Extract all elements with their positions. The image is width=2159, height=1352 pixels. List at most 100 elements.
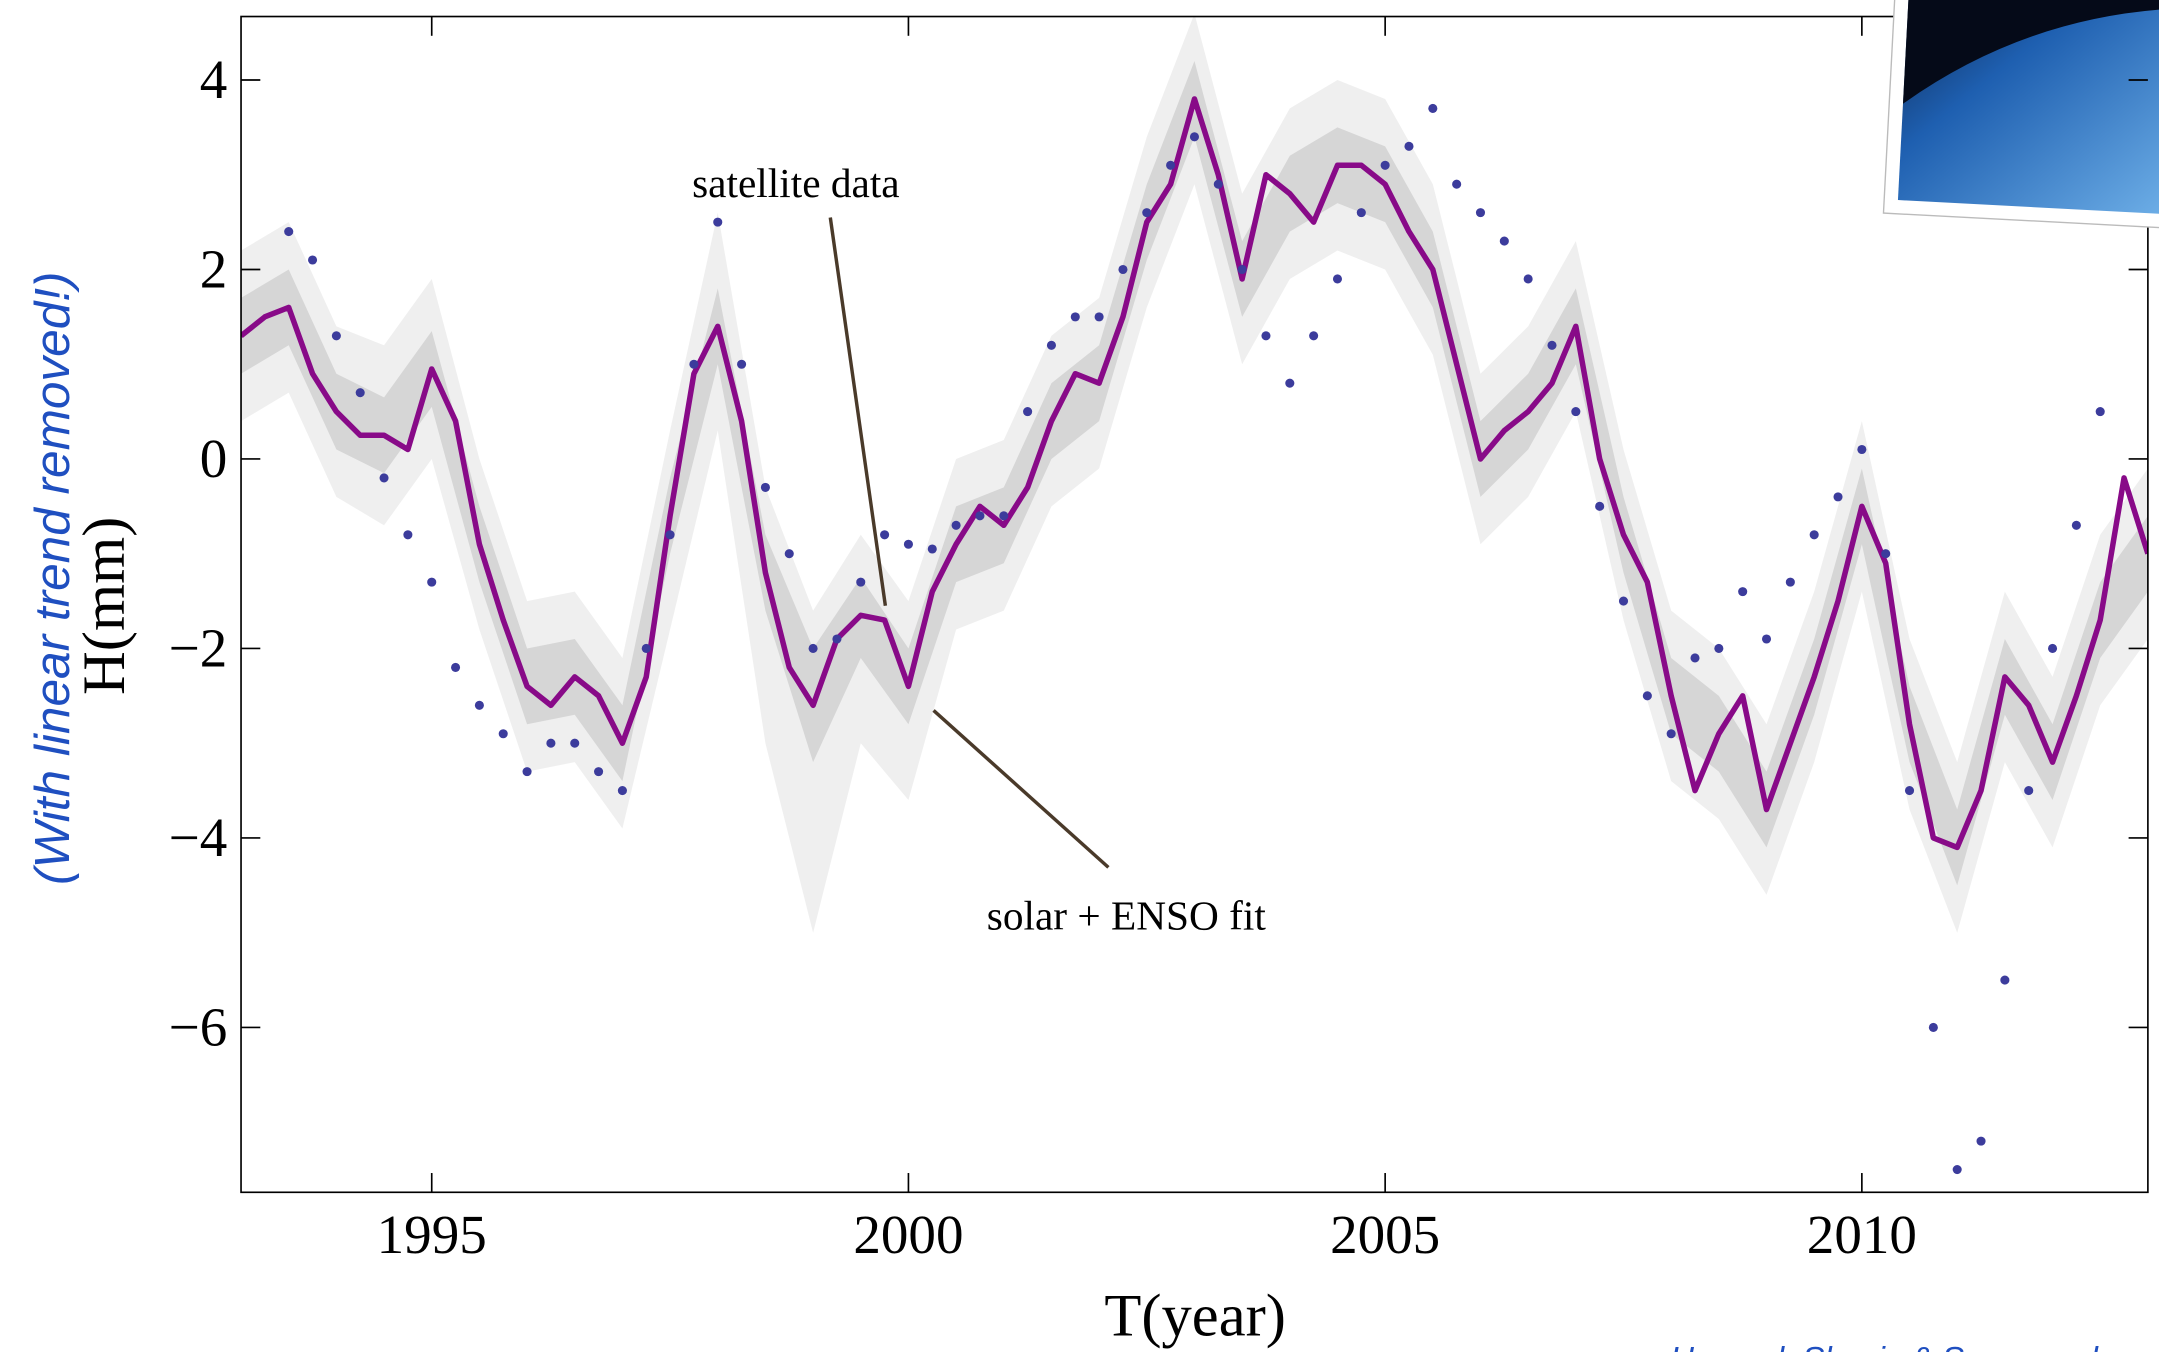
data-point: [665, 530, 675, 540]
data-point: [784, 549, 794, 559]
data-point: [1952, 1165, 1962, 1175]
y-axis-label: H(mm): [71, 517, 138, 695]
data-point: [713, 217, 723, 227]
data-point: [903, 539, 913, 549]
data-point: [975, 511, 985, 521]
y-tick-label: −2: [169, 617, 228, 678]
y-tick-label: 0: [200, 428, 228, 489]
side-note: (With linear trend removed!): [24, 271, 80, 885]
data-point: [284, 227, 294, 237]
data-point: [546, 738, 556, 748]
data-point: [1690, 653, 1700, 663]
data-point: [641, 643, 651, 654]
data-point: [594, 767, 604, 777]
x-tick-label: 1995: [377, 1204, 487, 1265]
photo-space: [1902, 0, 2159, 104]
x-tick-label: 2000: [853, 1204, 963, 1265]
data-point: [451, 662, 461, 672]
data-point: [1571, 407, 1581, 417]
y-tick-label: −4: [169, 807, 228, 868]
data-point: [1904, 786, 1915, 796]
data-point: [1523, 274, 1533, 284]
data-point: [1142, 208, 1152, 218]
data-point: [880, 530, 890, 540]
data-point: [1475, 208, 1486, 218]
data-point: [808, 643, 818, 654]
data-point: [498, 729, 508, 739]
band-inner: [241, 61, 2148, 886]
data-point: [355, 388, 365, 398]
data-point: [1189, 132, 1200, 142]
annotation-leader: [828, 217, 888, 607]
data-point: [1928, 1022, 1938, 1032]
data-point: [331, 331, 341, 341]
y-tick-label: 4: [200, 49, 228, 110]
data-point: [2071, 520, 2081, 530]
data-point: [1309, 331, 1319, 341]
data-point: [308, 255, 318, 265]
data-point: [570, 738, 580, 748]
data-point: [1785, 577, 1795, 587]
data-point: [999, 511, 1009, 521]
data-point: [1976, 1136, 1986, 1146]
data-point: [1642, 691, 1652, 701]
x-tick-label: 2010: [1807, 1204, 1917, 1265]
data-point: [1356, 208, 1366, 218]
data-point: [1595, 501, 1605, 511]
data-point: [2095, 407, 2105, 417]
annotation: solar + ENSO fit: [987, 892, 1267, 938]
data-point: [1332, 274, 1343, 284]
data-point: [427, 577, 437, 587]
data-point: [951, 520, 961, 530]
data-point: [737, 359, 747, 369]
annotation-leader: [932, 709, 1110, 869]
data-point: [1738, 587, 1748, 597]
axes: 1995 2000 2005 2010 −6 −4 −2 0 2 4: [169, 16, 2148, 1265]
x-tick-label: 2005: [1330, 1204, 1440, 1265]
plot-frame: [240, 15, 2149, 1194]
data-point: [522, 767, 532, 777]
data-point: [1166, 160, 1176, 170]
fit-line: [241, 96, 2148, 851]
data-point: [1666, 729, 1676, 739]
data-point: [1261, 331, 1271, 341]
data-point: [856, 577, 866, 587]
data-point: [1452, 179, 1462, 189]
data-point: [1070, 312, 1080, 322]
data-point: [1237, 264, 1247, 275]
data-point: [1404, 141, 1414, 151]
data-point: [832, 634, 842, 644]
y-tick-label: −6: [169, 996, 228, 1057]
data-point: [1285, 378, 1295, 388]
data-point: [474, 700, 484, 710]
photo: [1882, 0, 2159, 230]
data-point: [2047, 643, 2058, 654]
data-point: [1046, 340, 1056, 350]
data-point: [1761, 634, 1772, 644]
data-point: [689, 359, 699, 369]
credit: Howard, Shaviv & Svensmark: [1670, 1341, 2108, 1352]
data-point: [1618, 596, 1629, 606]
data-point: [1094, 312, 1104, 322]
data-point: [1881, 549, 1891, 559]
x-axis-label: T(year): [1104, 1282, 1286, 1349]
data-point: [1380, 160, 1390, 170]
data-point: [1833, 492, 1843, 502]
y-tick-label: 2: [200, 238, 228, 299]
data-point: [1857, 444, 1867, 455]
data-point: [1428, 103, 1438, 113]
annotation: satellite data: [692, 160, 900, 206]
data-point: [1547, 340, 1557, 350]
data-point: [2000, 975, 2010, 985]
data-point: [2024, 786, 2034, 796]
plot-area: [241, 16, 2148, 1175]
data-point: [760, 482, 770, 492]
data-point: [1023, 407, 1033, 417]
data-point: [1213, 179, 1223, 189]
data-point: [927, 544, 937, 554]
data-point: [617, 786, 627, 796]
data-point: [379, 473, 389, 483]
data-point: [403, 530, 413, 540]
data-point: [1714, 643, 1724, 654]
